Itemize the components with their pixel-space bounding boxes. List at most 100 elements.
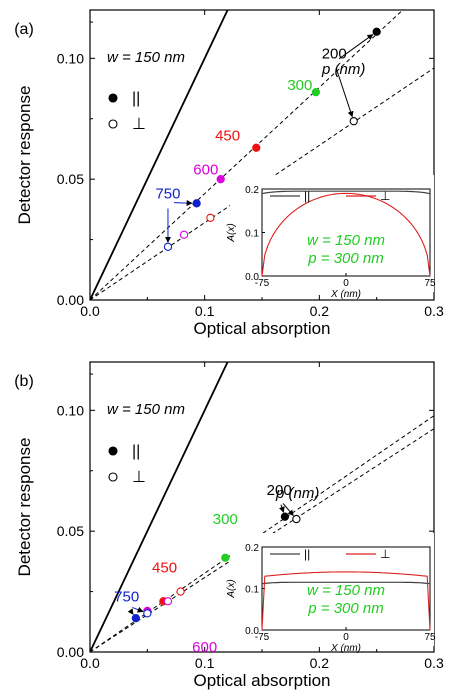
inset-y-tick-label: 0.2 — [245, 543, 259, 554]
y-axis-label: Detector response — [15, 438, 34, 577]
x-tick-label: 0.1 — [195, 655, 215, 671]
legend-marker — [108, 446, 118, 456]
data-point-perp — [206, 213, 215, 222]
legend-label: || — [132, 443, 140, 460]
y-axis-label: Detector response — [15, 86, 34, 225]
data-point-perp — [176, 587, 185, 596]
inset-curve-perp — [261, 571, 431, 631]
label-arrow — [173, 200, 193, 207]
data-point-parallel — [131, 614, 141, 623]
inset-legend-label: ⊥ — [380, 547, 390, 561]
data-point-parallel — [221, 553, 230, 562]
panel-label: (a) — [14, 21, 34, 38]
p-value-label: 300 — [287, 77, 312, 94]
fit-line — [90, 10, 404, 300]
p-value-label: 450 — [152, 559, 177, 576]
inset-x-tick-label: -75 — [255, 278, 270, 289]
x-axis-label: Optical absorption — [193, 319, 330, 338]
x-tick-label: 0.0 — [80, 655, 100, 671]
label-arrow — [279, 504, 285, 513]
data-point-parallel — [192, 199, 201, 208]
inset-curve-parallel — [261, 581, 431, 585]
x-tick-label: 0.3 — [424, 655, 444, 671]
inset-text: w = 150 nm — [307, 232, 385, 249]
legend-label: || — [132, 90, 140, 107]
inset-y-tick-label: 0.2 — [245, 185, 259, 196]
x-tick-label: 0.1 — [195, 303, 215, 319]
inset-legend-label: ⊥ — [380, 189, 390, 203]
inset-x-tick-label: 75 — [424, 278, 436, 289]
x-tick-label: 0.0 — [80, 303, 100, 319]
inset-y-tick-label: 0.1 — [245, 585, 259, 596]
label-arrow — [335, 67, 354, 118]
inset-x-tick-label: 0 — [343, 278, 349, 289]
label-arrow — [282, 503, 294, 517]
inset-y-label: A(x) — [226, 223, 237, 242]
y-tick-label: 0.00 — [57, 292, 84, 308]
y-tick-label: 0.00 — [57, 644, 84, 660]
data-point-parallel — [372, 27, 381, 36]
p-value-label: 300 — [213, 511, 238, 528]
data-point-perp — [163, 242, 173, 251]
p-header-label: p (nm) — [275, 485, 319, 502]
inset-x-tick-label: 0 — [343, 632, 349, 643]
inset-curve-parallel — [261, 190, 431, 195]
y-tick-label: 0.05 — [57, 523, 84, 539]
reference-line — [90, 10, 229, 300]
fit-line — [90, 67, 434, 300]
p-value-label: 600 — [192, 639, 217, 656]
data-point-parallel — [216, 175, 225, 184]
inset-x-label: X (nm) — [330, 289, 361, 300]
label-arrow — [338, 34, 374, 60]
inset-text: p = 300 nm — [307, 600, 383, 617]
data-point-parallel — [252, 143, 261, 152]
inset-y-tick-label: 0.0 — [245, 272, 259, 283]
p-value-label: 750 — [114, 588, 139, 605]
x-tick-label: 0.3 — [424, 303, 444, 319]
data-point-perp — [143, 609, 152, 618]
panel-label: (b) — [14, 373, 34, 390]
inset-text: p = 300 nm — [307, 250, 383, 267]
plot-area — [90, 10, 434, 300]
p-value-label: 750 — [155, 186, 180, 203]
legend-label: ⊥ — [132, 116, 146, 133]
x-axis-label: Optical absorption — [193, 671, 330, 690]
legend-marker — [108, 472, 118, 482]
data-point-perp — [292, 514, 301, 524]
inset-curve-perp — [261, 192, 431, 277]
inset-y-label: A(x) — [226, 579, 237, 598]
x-tick-label: 0.2 — [310, 655, 330, 671]
data-point-perp — [179, 230, 189, 239]
inset-legend-label: || — [304, 547, 310, 561]
p-value-label: 200 — [267, 482, 292, 499]
inset-x-label: X (nm) — [330, 643, 361, 654]
width-label: w = 150 nm — [107, 401, 185, 418]
y-tick-label: 0.10 — [57, 50, 84, 66]
p-value-label: 600 — [193, 161, 218, 178]
inset-y-tick-label: 0.0 — [245, 626, 259, 637]
data-point-parallel — [280, 512, 290, 521]
inset-legend-label: || — [304, 189, 310, 203]
width-label: w = 150 nm — [107, 49, 185, 66]
legend-marker — [108, 119, 118, 129]
inset-x-tick-label: 75 — [424, 632, 436, 643]
reference-line — [90, 362, 229, 652]
p-header-label: p (nm) — [321, 61, 365, 78]
data-point-parallel — [311, 88, 321, 97]
label-arrow — [127, 608, 134, 615]
data-point-perp — [349, 117, 358, 126]
inset-x-tick-label: -75 — [255, 632, 270, 643]
x-tick-label: 0.2 — [310, 303, 330, 319]
legend-label: ⊥ — [132, 469, 146, 486]
p-value-label: 450 — [215, 128, 240, 145]
inset-y-tick-label: 0.1 — [245, 229, 259, 240]
legend-marker — [108, 93, 118, 103]
p-value-label: 200 — [322, 45, 347, 62]
label-arrow — [132, 606, 144, 613]
y-tick-label: 0.10 — [57, 402, 84, 418]
inset-text: w = 150 nm — [307, 582, 385, 599]
data-point-perp — [163, 597, 173, 606]
